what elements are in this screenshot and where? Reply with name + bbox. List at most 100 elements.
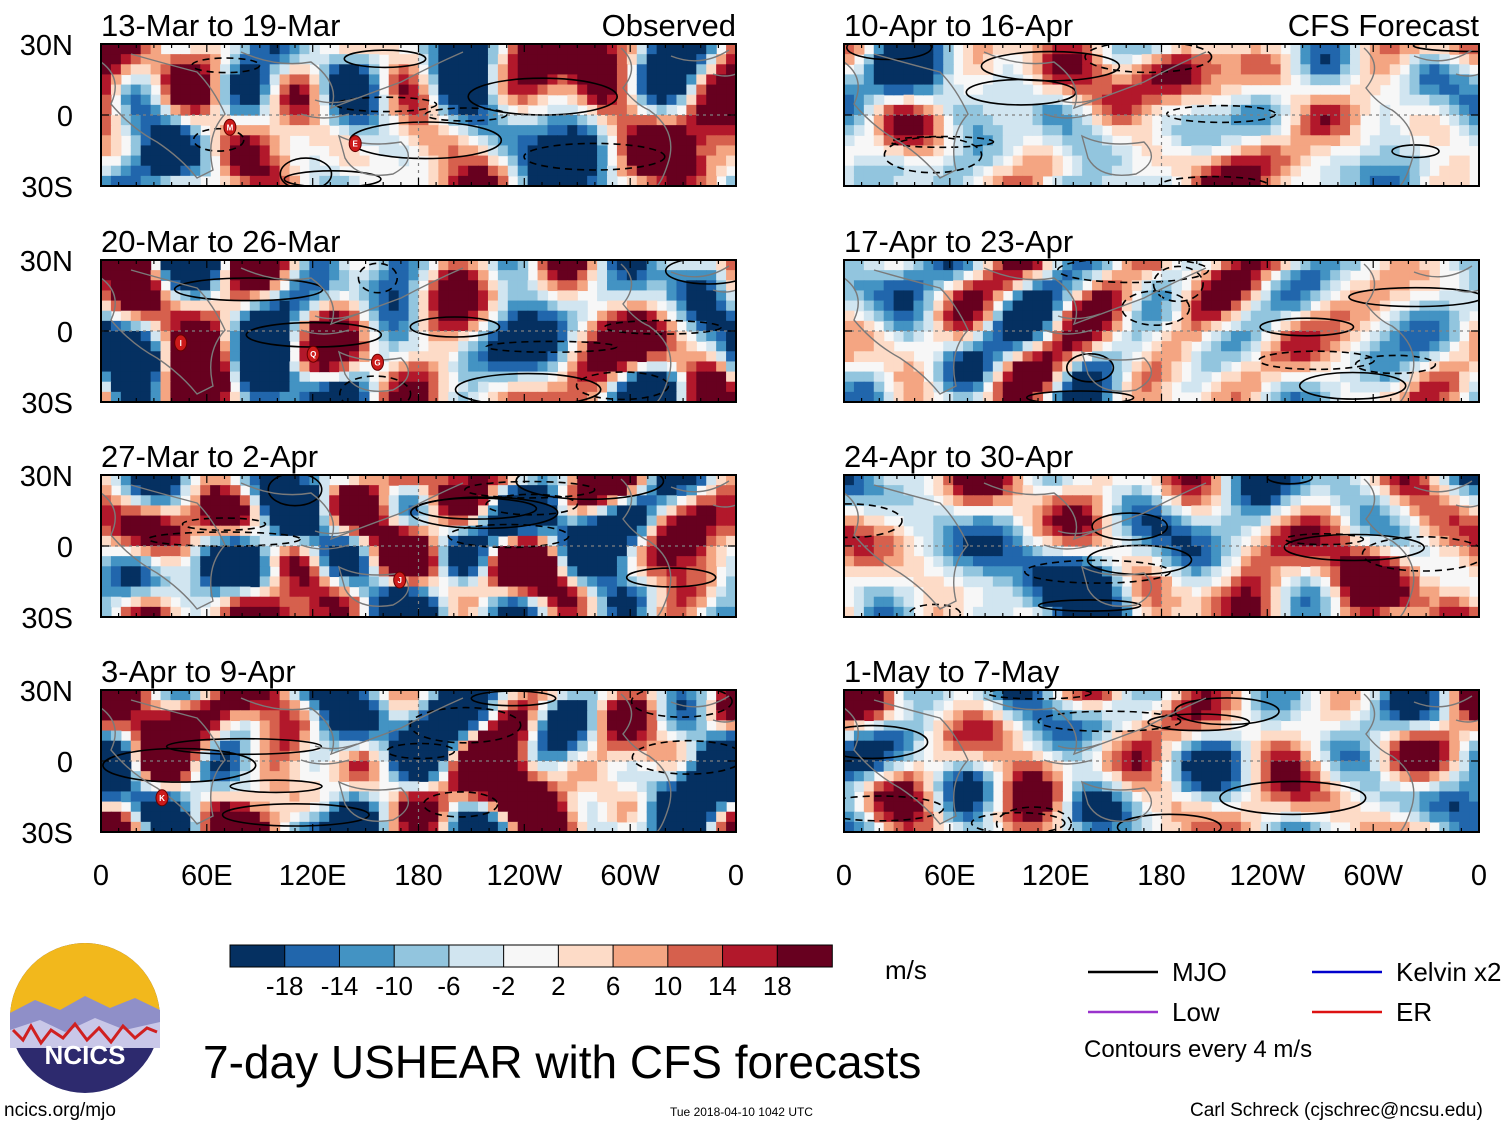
shading-cell xyxy=(299,710,310,722)
shading-cell xyxy=(239,505,251,517)
shading-cell xyxy=(1350,310,1361,322)
shading-cell xyxy=(1310,125,1321,136)
shading-cell xyxy=(1409,64,1421,76)
shading-cell xyxy=(349,115,360,126)
shading-cell xyxy=(478,300,489,312)
shading-cell xyxy=(150,145,162,157)
shading-cell xyxy=(616,700,628,711)
shading-cell xyxy=(150,485,162,496)
shading-cell xyxy=(388,320,400,332)
shading-cell xyxy=(527,525,539,537)
shading-cell xyxy=(279,64,291,76)
shading-cell xyxy=(853,74,865,86)
shading-cell xyxy=(249,84,261,96)
shading-cell xyxy=(1320,135,1331,147)
shading-cell xyxy=(259,566,271,578)
shading-cell xyxy=(1340,371,1351,383)
shading-cell xyxy=(1369,361,1381,373)
shading-cell xyxy=(497,115,509,126)
shading-cell xyxy=(1111,104,1123,116)
shading-cell xyxy=(706,535,717,547)
shading-cell xyxy=(1211,320,1222,332)
shading-cell xyxy=(537,361,549,373)
shading-cell xyxy=(597,320,608,332)
shading-cell xyxy=(1320,165,1331,177)
shading-cell xyxy=(1230,44,1242,55)
shading-cell xyxy=(368,710,380,722)
shading-cell xyxy=(1350,115,1361,126)
shading-cell xyxy=(150,505,162,517)
shading-cell xyxy=(1290,125,1301,136)
shading-cell xyxy=(448,475,459,486)
shading-cell xyxy=(140,270,152,281)
shading-cell xyxy=(1280,270,1292,281)
shading-cell xyxy=(943,270,954,281)
shading-cell xyxy=(1240,64,1252,76)
shading-cell xyxy=(130,391,142,402)
shading-cell xyxy=(923,165,934,177)
shading-cell xyxy=(349,381,360,393)
shading-cell xyxy=(378,720,390,732)
shading-cell xyxy=(527,175,539,186)
shading-cell xyxy=(577,525,588,537)
shading-cell xyxy=(972,44,984,55)
shading-cell xyxy=(1310,381,1321,393)
shading-cell xyxy=(943,351,954,363)
shading-cell xyxy=(468,270,479,281)
shading-cell xyxy=(289,260,301,271)
shading-cell xyxy=(180,761,191,772)
shading-cell xyxy=(537,546,549,557)
shading-cell xyxy=(120,556,132,567)
shading-cell xyxy=(140,515,152,527)
shading-cell xyxy=(468,525,479,537)
shading-cell xyxy=(1062,115,1073,126)
shading-cell xyxy=(220,300,231,312)
shading-cell xyxy=(636,320,648,332)
contour-lines xyxy=(102,690,736,827)
shading-cell xyxy=(170,700,181,711)
shading-cell xyxy=(883,280,895,292)
shading-cell xyxy=(626,270,638,281)
shading-cell xyxy=(726,290,736,302)
shading-cell xyxy=(438,781,449,793)
shading-cell xyxy=(269,505,281,517)
shading-cell xyxy=(170,720,181,732)
shading-cell xyxy=(626,730,638,742)
shading-cell xyxy=(547,165,558,177)
shading-cell xyxy=(110,475,122,486)
shading-cell xyxy=(269,720,281,732)
shading-cell xyxy=(428,801,439,813)
shading-cell xyxy=(130,566,142,578)
shading-cell xyxy=(706,94,717,106)
shading-cell xyxy=(487,371,499,383)
shading-cell xyxy=(726,104,736,116)
shading-cell xyxy=(1141,351,1153,363)
shading-cell xyxy=(1151,280,1163,292)
shading-cell xyxy=(1092,361,1103,373)
shading-cell xyxy=(1171,115,1182,126)
shading-cell xyxy=(972,155,984,167)
shading-cell xyxy=(1121,125,1133,136)
shading-cell xyxy=(200,165,211,177)
shading-cell xyxy=(1042,310,1053,322)
shading-cell xyxy=(1121,331,1133,342)
shading-cell xyxy=(249,381,261,393)
shading-cell xyxy=(1092,290,1103,302)
shading-cell xyxy=(279,576,291,588)
shading-cell xyxy=(943,381,954,393)
shading-cell xyxy=(110,740,122,752)
shading-cell xyxy=(1290,391,1301,402)
shading-cell xyxy=(418,821,430,832)
shading-cell xyxy=(120,535,132,547)
shading-cell xyxy=(368,135,380,147)
shading-cell xyxy=(587,270,598,281)
shading-cell xyxy=(567,331,578,342)
shading-cell xyxy=(418,54,430,65)
shading-cell xyxy=(110,556,122,567)
shading-cell xyxy=(656,566,668,578)
shading-cell xyxy=(428,791,439,803)
shading-cell xyxy=(1121,270,1133,281)
shading-cell xyxy=(239,606,251,617)
shading-cell xyxy=(478,331,489,342)
tick-marks xyxy=(100,474,737,618)
